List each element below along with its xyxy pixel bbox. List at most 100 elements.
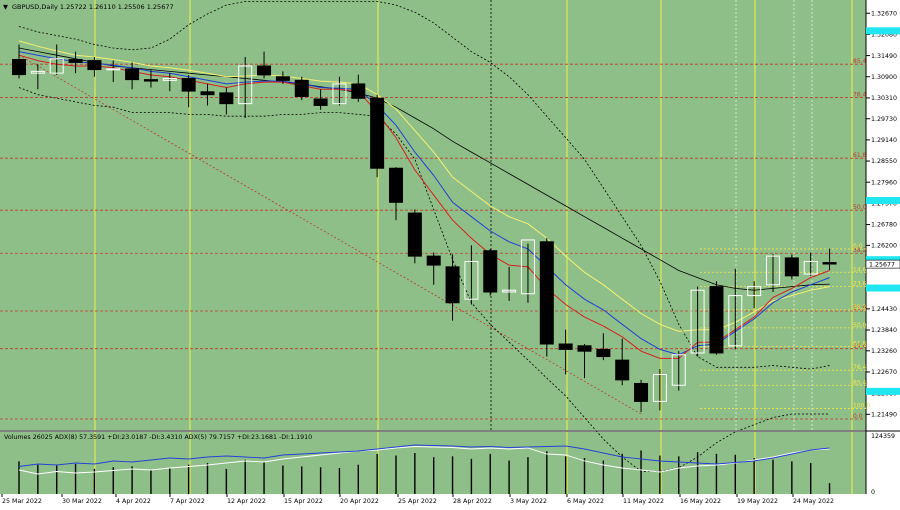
- bear-candle: [275, 76, 290, 81]
- fibo-level-label: 85.4: [853, 58, 867, 65]
- volume-max-label: 124359: [871, 433, 895, 440]
- price-tick-label: 1.23840: [871, 327, 897, 334]
- volume-indicator-label: Volumes 26025 ADX(8) 57.3591 +DI:23.0187…: [4, 434, 312, 441]
- price-markers: 1.25677: [865, 27, 900, 395]
- bear-candle: [558, 343, 573, 350]
- bollinger-upper-line: [18, 0, 830, 370]
- bull-candle: [766, 255, 780, 286]
- bull-candle: [671, 354, 686, 386]
- volume-min-label: 0: [871, 489, 875, 496]
- price-tick-label: 1.27960: [871, 179, 897, 186]
- bull-candle: [728, 295, 743, 347]
- fibo-level-label: 38.2: [853, 247, 867, 254]
- volume-bars: [18, 450, 831, 494]
- menu-arrow-icon[interactable]: ▼: [3, 3, 8, 11]
- bull-candle: [502, 289, 517, 293]
- date-tick-label: 20 Apr 2022: [340, 498, 379, 505]
- bear-candle: [219, 92, 234, 105]
- fibo-level-label: 50.0: [853, 204, 867, 211]
- price-tick-label: 1.22670: [871, 369, 897, 376]
- date-tick-label: 30 Mar 2022: [62, 498, 102, 505]
- bull-candle: [238, 65, 253, 105]
- bear-candle: [784, 257, 799, 277]
- bear-candle: [407, 212, 422, 257]
- date-tick-label: 24 May 2022: [793, 498, 834, 505]
- bollinger-lower-line: [18, 87, 830, 472]
- cyan-price-marker: [866, 284, 900, 292]
- bear-candle: [294, 79, 309, 97]
- bull-candle: [690, 289, 705, 354]
- adx-lines: [18, 444, 830, 475]
- adx-white-line: [18, 446, 830, 475]
- bear-candle: [389, 167, 403, 203]
- candlesticks: [12, 44, 837, 413]
- ma-red-line: [18, 54, 830, 359]
- fibo-level-label: 0.0: [853, 243, 863, 250]
- adx-blue-line: [18, 444, 830, 467]
- price-tick-label: 1.27370: [871, 201, 897, 208]
- bull-candle: [803, 260, 818, 275]
- fibo-level-label: 38.2: [853, 304, 867, 311]
- date-tick-label: 15 Apr 2022: [284, 498, 323, 505]
- price-tick-label: 1.21490: [871, 412, 897, 419]
- bear-candle: [181, 78, 196, 92]
- date-tick-label: 12 Apr 2022: [227, 498, 266, 505]
- bear-candle: [577, 345, 592, 352]
- fibo-level-label: 85.4: [853, 379, 867, 386]
- cyan-price-marker: [866, 256, 900, 264]
- fibo-level-label: 76.4: [853, 92, 867, 99]
- moving-averages: [18, 40, 830, 359]
- date-tick-label: 19 May 2022: [737, 498, 778, 505]
- bull-candle: [30, 70, 45, 74]
- price-tick-label: 1.30900: [871, 74, 897, 81]
- price-tick-label: 1.31490: [871, 53, 897, 60]
- bear-candle: [615, 359, 630, 381]
- current-price-label: 1.25677: [869, 262, 895, 269]
- cyan-price-marker: [866, 27, 900, 35]
- bear-candle: [12, 59, 26, 76]
- fibo-level-label: 23.6: [853, 281, 867, 288]
- bear-candle: [143, 79, 158, 82]
- date-tick-label: 4 Apr 2022: [116, 498, 151, 505]
- bull-candle: [652, 373, 667, 402]
- bull-candle: [464, 260, 479, 300]
- bull-candle: [49, 58, 64, 74]
- price-tick-label: 1.28550: [871, 158, 897, 165]
- ma-blue-line: [18, 51, 830, 356]
- bear-candle: [539, 241, 554, 345]
- price-tick-label: 1.24430: [871, 306, 897, 313]
- date-tick-label: 16 May 2022: [680, 498, 721, 505]
- bear-candle: [370, 97, 385, 169]
- date-axis: 25 Mar 2022 30 Mar 2022 4 Apr 2022 7 Apr 20…: [1, 494, 834, 505]
- bear-candle: [125, 68, 140, 81]
- bear-candle: [313, 98, 328, 106]
- bear-candle: [445, 266, 460, 304]
- price-tick-label: 1.32080: [871, 32, 897, 39]
- fibonacci-levels: 85.476.461.850.038.223.614.60.00.014.623…: [0, 54, 870, 420]
- fibo-level-label: 50.0: [853, 322, 867, 329]
- date-tick-label: 28 Apr 2022: [453, 498, 492, 505]
- fibo-level-label: 0.0: [853, 413, 863, 420]
- date-tick-label: 7 Apr 2022: [170, 498, 205, 505]
- price-tick-label: 1.32670: [871, 10, 897, 17]
- bear-candle: [709, 286, 724, 354]
- bull-candle: [520, 239, 535, 295]
- bull-candle: [747, 286, 762, 297]
- main-panel-background: [0, 0, 866, 430]
- date-tick-label: 11 May 2022: [623, 498, 664, 505]
- fibo-level-label: 61.8: [853, 341, 867, 348]
- current-price-box: [865, 259, 900, 269]
- bear-candle: [596, 348, 611, 358]
- cyan-price-marker: [866, 197, 900, 205]
- fibo-level-label: 76.4: [853, 364, 867, 371]
- fibo-level-label: 100.0: [853, 403, 870, 410]
- price-tick-label: 1.29730: [871, 116, 897, 123]
- cyan-price-marker: [866, 387, 900, 395]
- date-tick-label: 6 May 2022: [567, 498, 604, 505]
- price-tick-label: 1.29140: [871, 137, 897, 144]
- date-tick-label: 25 Apr 2022: [398, 498, 437, 505]
- bear-candle: [634, 382, 649, 402]
- bear-candle: [68, 59, 83, 63]
